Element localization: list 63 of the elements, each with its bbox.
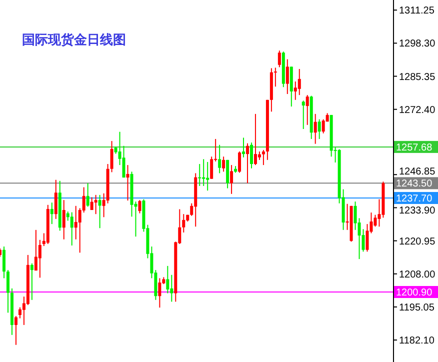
candlestick bbox=[202, 158, 206, 186]
candlestick bbox=[198, 164, 202, 186]
candlestick bbox=[70, 212, 74, 246]
candlestick bbox=[54, 179, 58, 220]
y-tick-label: 1195.05 bbox=[399, 302, 435, 314]
ref-line-label: 1237.70 bbox=[396, 193, 433, 204]
candlestick bbox=[18, 306, 22, 319]
candlestick bbox=[374, 214, 377, 228]
ref-line-label: 1200.90 bbox=[396, 288, 433, 298]
y-tick-label: 1298.30 bbox=[399, 38, 436, 50]
candlestick bbox=[6, 270, 10, 314]
candlestick bbox=[126, 164, 130, 202]
y-tick-label: 1220.95 bbox=[399, 236, 436, 248]
candlestick bbox=[210, 156, 214, 180]
candlestick bbox=[74, 205, 78, 240]
ref-line-label: 1257.68 bbox=[396, 142, 433, 154]
y-tick-label: 1233.90 bbox=[399, 205, 436, 216]
y-tick-label: 1272.40 bbox=[399, 104, 436, 116]
candlestick bbox=[138, 200, 142, 214]
y-tick-label: 1182.10 bbox=[399, 336, 435, 347]
candlestick bbox=[38, 239, 42, 278]
candlestick bbox=[238, 150, 242, 174]
candlestick bbox=[314, 113, 317, 144]
candlestick bbox=[94, 194, 98, 215]
candlestick bbox=[298, 68, 301, 96]
candlestick bbox=[2, 246, 6, 279]
candlestick bbox=[222, 156, 226, 172]
candlestick bbox=[306, 94, 309, 126]
candlestick bbox=[322, 118, 325, 134]
candlestick bbox=[50, 202, 54, 225]
candlestick bbox=[250, 142, 253, 169]
candlestick bbox=[254, 113, 257, 166]
candlestick bbox=[226, 159, 230, 189]
candlestick bbox=[166, 265, 170, 294]
candlestick bbox=[230, 164, 234, 194]
candlestick bbox=[86, 182, 90, 208]
candlestick bbox=[90, 196, 94, 210]
candlestick bbox=[246, 142, 249, 184]
candlestick bbox=[30, 262, 34, 300]
candlestick bbox=[62, 200, 66, 240]
candlestick bbox=[14, 316, 18, 346]
candlestick bbox=[206, 161, 210, 192]
text: 国际现货金日线图 bbox=[22, 32, 126, 48]
y-tick-label: 1311.25 bbox=[399, 6, 435, 17]
candlestick bbox=[242, 137, 246, 158]
candlestick bbox=[170, 274, 174, 302]
candlestick bbox=[98, 194, 102, 229]
candlestick bbox=[218, 144, 222, 174]
candlestick bbox=[182, 214, 186, 233]
candlestick bbox=[294, 80, 297, 100]
y-tick-label: 1246.85 bbox=[399, 166, 436, 178]
ref-line-label: 1243.50 bbox=[396, 178, 433, 190]
candlestick bbox=[278, 50, 281, 68]
y-tick-label: 1285.35 bbox=[399, 72, 436, 83]
candlestick bbox=[286, 58, 289, 95]
y-tick-label: 1208.00 bbox=[399, 269, 436, 280]
candlestick bbox=[34, 229, 38, 272]
candlestick bbox=[262, 149, 265, 166]
candlestick bbox=[110, 140, 114, 173]
candlestick bbox=[318, 118, 321, 140]
candlestick bbox=[158, 278, 162, 308]
candlestick bbox=[274, 67, 277, 88]
candlestick bbox=[302, 100, 305, 130]
